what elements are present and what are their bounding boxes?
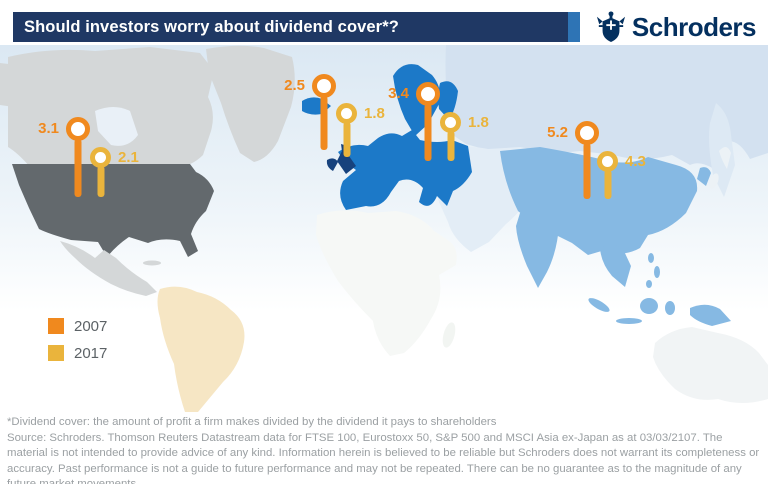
pin-value: 5.2: [547, 124, 568, 142]
region-south-america: [157, 286, 245, 412]
region-philippines: [646, 253, 660, 288]
pin-stick: [583, 143, 591, 199]
map-pin-uk-2007: 2.5: [284, 74, 336, 150]
legend-item-2017: 2017: [48, 344, 108, 362]
map-pin-europe-2007: 3.4: [388, 82, 440, 161]
region-madagascar: [442, 322, 456, 348]
footer: *Dividend cover: the amount of profit a …: [7, 415, 763, 484]
region-australia: [653, 327, 768, 403]
pin-head: [575, 121, 599, 145]
legend-label: 2017: [74, 344, 108, 362]
footnote-text: *Dividend cover: the amount of profit a …: [7, 416, 497, 428]
map-pin-us-2007: 3.1: [38, 117, 90, 197]
pin-stick: [74, 139, 82, 197]
region-indochina: [600, 244, 631, 287]
region-canada: [8, 47, 214, 167]
legend-swatch-2007: [48, 318, 64, 334]
pin-stick: [604, 170, 611, 199]
pin-head: [90, 147, 111, 168]
pin-value: 2.1: [118, 148, 139, 166]
pin-head: [440, 112, 461, 133]
title-bar-accent: [568, 12, 580, 42]
pin-stick: [343, 122, 350, 157]
pin-head: [597, 151, 618, 172]
pin-value: 4.3: [625, 152, 646, 170]
map-pin-europe-2017: 1.8: [440, 112, 489, 161]
pin-head: [416, 82, 440, 106]
region-greenland: [206, 45, 295, 162]
pin-value: 3.1: [38, 120, 59, 138]
pin-head: [336, 103, 357, 124]
map-pin-asia-2007: 5.2: [547, 121, 599, 199]
pin-stick: [320, 96, 328, 150]
region-russia: [445, 45, 768, 169]
region-europe-mainland: [338, 130, 472, 210]
region-indonesia: [588, 298, 731, 326]
region-africa: [316, 210, 457, 356]
pin-stick: [97, 166, 104, 197]
pin-value: 1.8: [468, 113, 489, 131]
schroders-logo: Schroders: [596, 9, 757, 45]
pin-value: 2.5: [284, 77, 305, 95]
map-pin-asia-2017: 4.3: [597, 151, 646, 199]
region-korea: [697, 167, 711, 186]
region-japan: [709, 146, 731, 189]
legend-item-2007: 2007: [48, 317, 108, 335]
legend-label: 2007: [74, 317, 108, 335]
region-united-kingdom: [337, 144, 356, 174]
disclaimer-text: Source: Schroders. Thomson Reuters Datas…: [7, 431, 760, 484]
pin-stick: [424, 104, 432, 161]
page-title: Should investors worry about dividend co…: [24, 17, 399, 36]
region-cuba: [143, 260, 161, 266]
world-map: [0, 45, 768, 415]
pin-head: [66, 117, 90, 141]
map-pin-uk-2017: 1.8: [336, 103, 385, 157]
legend-swatch-2017: [48, 345, 64, 361]
region-ireland: [326, 158, 338, 171]
title-bar: Should investors worry about dividend co…: [13, 12, 568, 42]
brand-name: Schroders: [631, 11, 757, 42]
region-mexico: [60, 241, 157, 296]
schroders-crest-icon: [596, 11, 625, 42]
region-china-india: [500, 147, 698, 288]
hudson-bay: [95, 107, 138, 146]
pin-head: [312, 74, 336, 98]
map-pin-us-2017: 2.1: [90, 147, 139, 197]
pin-value: 3.4: [388, 85, 409, 103]
pin-value: 1.8: [364, 104, 385, 122]
region-united-states: [12, 164, 214, 257]
legend: 2007 2017: [48, 318, 107, 372]
pin-stick: [447, 131, 454, 161]
region-finland: [438, 81, 458, 120]
